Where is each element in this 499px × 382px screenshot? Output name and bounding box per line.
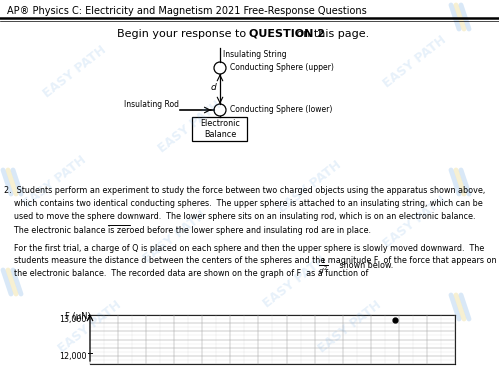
Text: shown below.: shown below. xyxy=(337,261,393,270)
Text: EASY PATH: EASY PATH xyxy=(41,44,109,100)
Text: Insulating Rod: Insulating Rod xyxy=(124,100,179,109)
Text: EASY PATH: EASY PATH xyxy=(141,209,209,265)
Bar xyxy=(193,117,248,141)
Text: QUESTION 2: QUESTION 2 xyxy=(250,29,325,39)
Text: Insulating String: Insulating String xyxy=(223,50,286,59)
Text: EASY PATH: EASY PATH xyxy=(261,253,329,311)
Text: EASY PATH: EASY PATH xyxy=(316,298,384,356)
Text: the electronic balance.  The recorded data are shown on the graph of F  as a fun: the electronic balance. The recorded dat… xyxy=(4,269,368,278)
Text: EASY PATH: EASY PATH xyxy=(156,99,224,155)
Text: EASY PATH: EASY PATH xyxy=(381,193,449,251)
Text: Electronic
Balance: Electronic Balance xyxy=(200,119,240,139)
Text: Begin your response to: Begin your response to xyxy=(117,29,250,39)
Text: $\frac{1}{d^2}$: $\frac{1}{d^2}$ xyxy=(318,256,329,275)
Text: d: d xyxy=(211,84,217,92)
Text: EASY PATH: EASY PATH xyxy=(56,298,124,356)
Text: 13,000: 13,000 xyxy=(59,315,87,324)
Text: students measure the distance d between the centers of the spheres and the magni: students measure the distance d between … xyxy=(4,256,497,265)
Text: F (μN): F (μN) xyxy=(65,312,91,321)
Text: 2.  Students perform an experiment to study the force between two charged object: 2. Students perform an experiment to stu… xyxy=(4,186,485,235)
Text: For the first trial, a charge of Q is placed on each sphere and then the upper s: For the first trial, a charge of Q is pl… xyxy=(4,244,484,253)
Text: 12,000: 12,000 xyxy=(59,352,87,361)
Text: Conducting Sphere (lower): Conducting Sphere (lower) xyxy=(230,105,332,113)
Text: AP® Physics C: Electricity and Magnetism 2021 Free-Response Questions: AP® Physics C: Electricity and Magnetism… xyxy=(7,6,367,16)
Text: EASY PATH: EASY PATH xyxy=(381,34,449,91)
Text: Conducting Sphere (upper): Conducting Sphere (upper) xyxy=(230,63,334,71)
Text: EASY PATH: EASY PATH xyxy=(21,154,89,210)
Text: EASY PATH: EASY PATH xyxy=(276,159,344,215)
Text: on this page.: on this page. xyxy=(293,29,370,39)
